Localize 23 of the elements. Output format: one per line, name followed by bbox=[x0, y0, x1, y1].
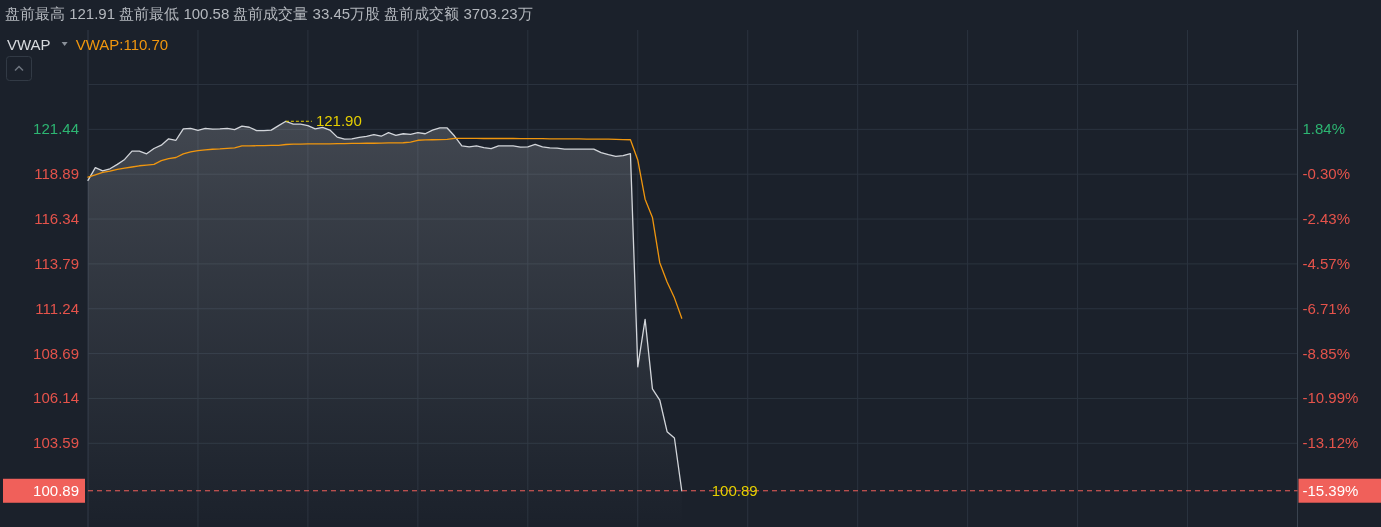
y2-tick-label: 1.84% bbox=[1302, 120, 1346, 138]
y-tick-label: 113.79 bbox=[34, 254, 79, 272]
y2-tick-label: -6.71% bbox=[1302, 299, 1351, 317]
ref-line-label: 100.89 bbox=[33, 481, 79, 499]
legend-label: VWAP:110.70 bbox=[75, 36, 169, 53]
y-tick-label: 111.24 bbox=[35, 299, 79, 317]
y-tick-label: 103.59 bbox=[33, 434, 79, 452]
y2-tick-label: -13.12% bbox=[1302, 434, 1359, 452]
y-tick-label: 118.89 bbox=[34, 165, 79, 183]
y2-tick-label: -15.39% bbox=[1302, 481, 1359, 499]
y-tick-label: 116.34 bbox=[34, 210, 79, 228]
annotation: 121.90 bbox=[315, 112, 362, 130]
y2-tick-label: -4.57% bbox=[1302, 254, 1351, 272]
y2-tick-label: -2.43% bbox=[1302, 209, 1351, 227]
y-tick-label: 108.69 bbox=[33, 344, 79, 362]
chart-title: 盘前最高 121.91 盘前最低 100.58 盘前成交量 33.45万股 盘前成交额 3703.23万 bbox=[5, 5, 533, 22]
annotation: 100.89 bbox=[711, 481, 758, 499]
y-tick-label: 121.44 bbox=[33, 120, 79, 138]
y2-tick-label: -8.85% bbox=[1302, 344, 1351, 362]
y2-tick-label: -10.99% bbox=[1302, 389, 1359, 407]
y-tick-label: 106.14 bbox=[33, 389, 79, 407]
legend-title: VWAP bbox=[7, 36, 51, 53]
y2-tick-label: -0.30% bbox=[1302, 165, 1351, 183]
